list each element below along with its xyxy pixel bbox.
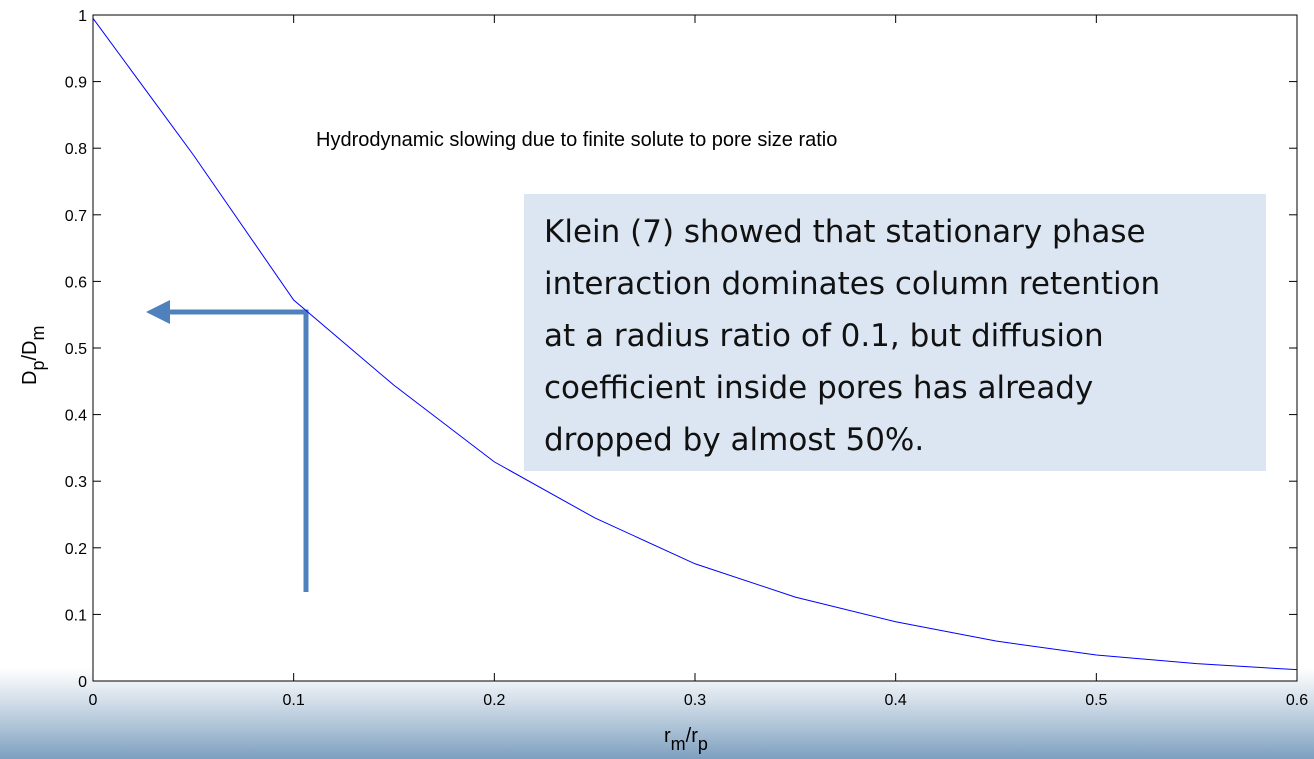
y-tick-label: 1 (78, 8, 87, 25)
y-axis-label-part: p (28, 361, 48, 371)
y-tick-label: 0.7 (65, 208, 87, 225)
y-tick-label: 0.2 (65, 541, 87, 558)
x-axis-label-part: /r (686, 725, 699, 747)
y-axis-label: Dp/Dm (19, 326, 48, 385)
x-tick-label: 0.4 (885, 692, 907, 709)
x-tick-label: 0.3 (684, 692, 706, 709)
x-tick-label: 0.2 (483, 692, 505, 709)
x-tick-label: 0.6 (1286, 692, 1308, 709)
y-axis-label-part: D (19, 371, 41, 385)
y-axis-label-part: /D (19, 341, 41, 361)
note-box (524, 194, 1266, 471)
annotation: Hydrodynamic slowing due to finite solut… (316, 129, 837, 151)
y-tick-label: 0.3 (65, 474, 87, 491)
y-tick-label: 0.5 (65, 341, 87, 358)
note-line: coefficient inside pores has already (544, 370, 1093, 406)
note-line: interaction dominates column retention (544, 266, 1160, 302)
y-tick-label: 0.6 (65, 274, 87, 291)
note-line: Klein (7) showed that stationary phase (544, 214, 1146, 250)
y-tick-label: 0 (78, 674, 87, 691)
y-tick-label: 0.1 (65, 607, 87, 624)
arrow-head (146, 300, 170, 324)
x-axis-label-part: m (671, 734, 686, 754)
x-axis-label-part: r (664, 725, 671, 747)
arrow (160, 309, 309, 592)
x-tick-label: 0 (89, 692, 98, 709)
x-axis-label: rm/rp (664, 725, 708, 754)
x-tick-label: 0.5 (1085, 692, 1107, 709)
y-axis-label-part: m (28, 326, 48, 341)
note-line: at a radius ratio of 0.1, but diffusion (544, 318, 1104, 354)
y-tick-label: 0.4 (65, 408, 87, 425)
line-series (92, 18, 1298, 671)
note-line: dropped by almost 50%. (544, 422, 924, 458)
x-tick-label: 0.1 (283, 692, 305, 709)
y-tick-label: 0.8 (65, 141, 87, 158)
x-axis-label-part: p (698, 734, 708, 754)
y-tick-label: 0.9 (65, 75, 87, 92)
